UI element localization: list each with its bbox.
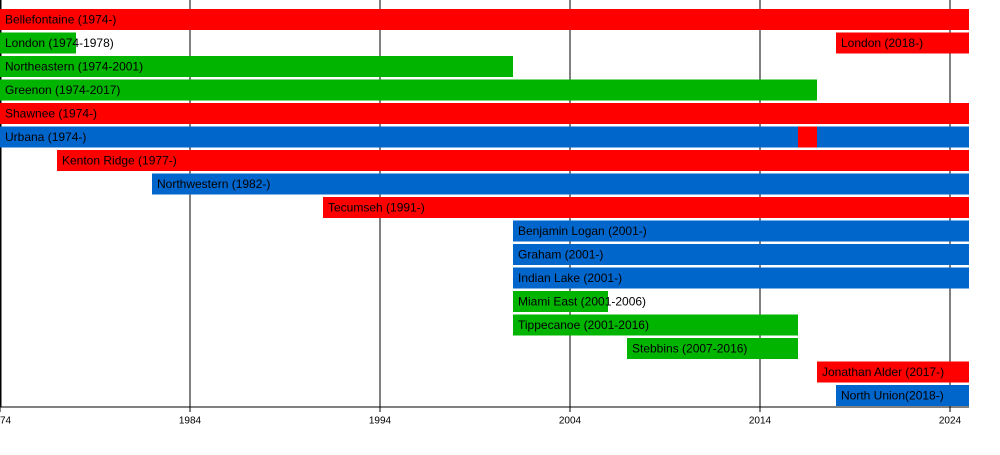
- bar-label: North Union(2018-): [841, 389, 944, 403]
- bar: [0, 103, 969, 124]
- bar: [513, 220, 969, 242]
- bar: [817, 361, 969, 383]
- bar: [817, 126, 969, 148]
- bar-label: Jonathan Alder (2017-): [822, 365, 944, 379]
- bar: [627, 338, 798, 359]
- bar: [0, 126, 798, 148]
- bar-label: Shawnee (1974-): [5, 107, 97, 121]
- bar-label: Bellefontaine (1974-): [5, 13, 116, 27]
- bar: [0, 32, 76, 54]
- bar-label: Tecumseh (1991-): [328, 201, 425, 215]
- bar-label: Graham (2001-): [518, 248, 603, 262]
- bar: [836, 385, 969, 406]
- bar: [57, 150, 969, 171]
- x-tick-label: 2024: [939, 416, 962, 427]
- bar: [323, 197, 969, 218]
- bar-label: Stebbins (2007-2016): [632, 342, 747, 356]
- bar: [513, 267, 969, 289]
- bar: [0, 56, 513, 77]
- x-tick-label: 1994: [369, 416, 392, 427]
- bar-label: Tippecanoe (2001-2016): [518, 318, 649, 332]
- bar: [152, 173, 969, 195]
- bar-label: Indian Lake (2001-): [518, 271, 622, 285]
- x-tick-label: 2014: [749, 416, 772, 427]
- bar: [513, 314, 798, 336]
- bar-label: Northeastern (1974-2001): [5, 60, 143, 74]
- bar: [0, 79, 817, 101]
- bar-label: London (2018-): [841, 36, 923, 50]
- bar-label: London (1974-1978): [5, 36, 114, 50]
- bar: [513, 291, 608, 312]
- bar: [798, 126, 817, 148]
- x-tick-label: 1984: [179, 416, 202, 427]
- bar-label: Urbana (1974-): [5, 130, 86, 144]
- x-tick-label: 1974: [0, 416, 12, 427]
- bar: [0, 9, 969, 30]
- bar-label: Northwestern (1982-): [157, 177, 270, 191]
- bar-label: Benjamin Logan (2001-): [518, 224, 647, 238]
- bar: [836, 32, 969, 54]
- x-tick-label: 2004: [559, 416, 582, 427]
- bar-label: Miami East (2001-2006): [518, 295, 646, 309]
- bar-label: Kenton Ridge (1977-): [62, 154, 177, 168]
- bar-label: Greenon (1974-2017): [5, 83, 120, 97]
- bar: [513, 244, 969, 265]
